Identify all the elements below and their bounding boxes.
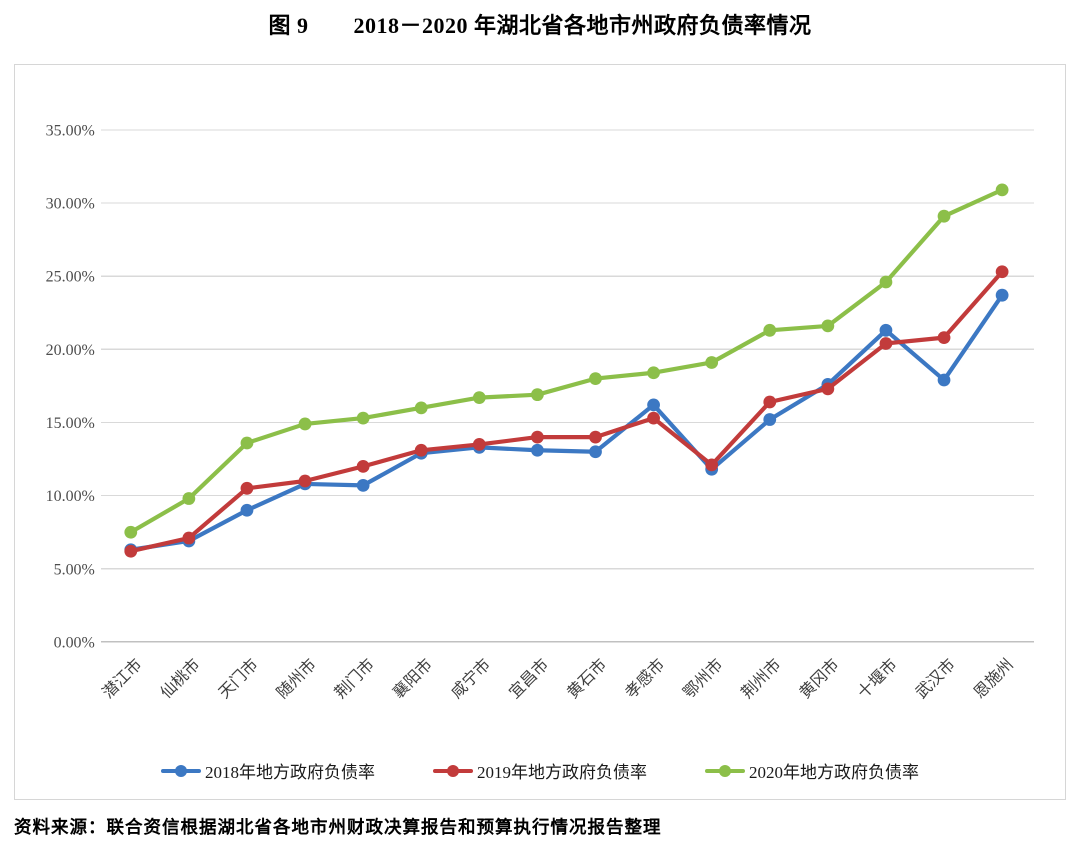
y-tick-label: 5.00%: [54, 561, 95, 578]
x-tick-label: 襄阳市: [389, 655, 436, 702]
legend-label: 2019年地方政府负债率: [477, 763, 647, 782]
legend-marker-2019: [433, 764, 473, 778]
data-point: [240, 436, 254, 450]
data-point: [531, 430, 544, 444]
data-point: [763, 323, 777, 337]
data-point: [705, 458, 719, 472]
x-tick-label: 恩施州: [970, 655, 1017, 702]
x-tick-label: 仙桃市: [157, 655, 204, 702]
data-point: [995, 265, 1009, 279]
legend-item-2018: 2018年地方政府负债率: [161, 758, 375, 783]
x-tick-label: 黄石市: [564, 655, 611, 702]
dot-marker-icon: [175, 764, 187, 777]
data-point: [879, 337, 893, 350]
dot-marker-icon: [447, 764, 459, 777]
data-point: [589, 372, 602, 385]
series-line-2019: [128, 269, 1005, 554]
data-point: [298, 417, 312, 431]
chart-legend: 2018年地方政府负债率 2019年地方政府负债率 2020年地方政府负债率: [15, 758, 1065, 783]
y-tick-label: 10.00%: [46, 488, 95, 505]
data-point: [879, 275, 893, 289]
chart-container: 0.00% 5.00% 10.00% 15.00% 20.00% 25.00% 30.00%…: [14, 64, 1066, 800]
data-point: [589, 430, 602, 444]
data-point: [647, 398, 660, 412]
legend-marker-2020: [705, 764, 745, 778]
legend-label: 2020年地方政府负债率: [749, 763, 919, 782]
x-tick-label: 荆州市: [738, 655, 785, 702]
x-tick-label: 随州市: [273, 655, 320, 702]
data-point: [240, 503, 254, 517]
data-point: [356, 479, 370, 492]
data-point: [298, 474, 312, 488]
y-tick-label: 0.00%: [54, 634, 95, 651]
series-line-2018: [128, 293, 1005, 552]
x-tick-label: 咸宁市: [448, 655, 495, 702]
data-point: [705, 356, 719, 369]
data-point: [763, 395, 777, 409]
y-tick-label: 15.00%: [46, 415, 95, 432]
series-line-2020: [128, 187, 1005, 535]
legend-item-2020: 2020年地方政府负债率: [705, 758, 919, 783]
data-point: [937, 331, 951, 345]
dot-marker-icon: [719, 764, 731, 777]
data-point: [124, 544, 138, 558]
x-tick-label: 潜江市: [99, 655, 146, 702]
data-point: [531, 443, 544, 457]
data-point: [589, 445, 602, 459]
y-tick-label: 25.00%: [46, 269, 95, 286]
data-point: [472, 391, 486, 404]
x-tick-label: 荆门市: [331, 655, 378, 702]
data-point: [763, 413, 777, 426]
source-note: 资料来源：联合资信根据湖北省各地市州财政决算报告和预算执行情况报告整理: [14, 817, 662, 837]
data-point: [995, 288, 1009, 302]
x-tick-label: 十堰市: [854, 655, 901, 702]
data-point: [124, 525, 138, 539]
data-point: [356, 459, 370, 473]
data-point: [414, 443, 428, 457]
data-point: [472, 438, 486, 451]
debt-ratio-line-chart: 0.00% 5.00% 10.00% 15.00% 20.00% 25.00% 30.00%…: [46, 122, 1035, 702]
data-point: [182, 531, 196, 545]
data-point: [995, 183, 1009, 197]
data-point: [414, 401, 428, 415]
data-point: [821, 319, 835, 333]
x-tick-label: 武汉市: [912, 655, 959, 702]
y-tick-label: 35.00%: [46, 122, 95, 139]
data-point: [647, 366, 660, 380]
x-tick-label: 孝感市: [622, 655, 669, 702]
x-tick-label: 黄冈市: [796, 655, 843, 702]
legend-marker-2018: [161, 764, 201, 778]
chart-title: 图 9 2018－2020 年湖北省各地市州政府负债率情况: [268, 13, 812, 38]
x-tick-label: 宜昌市: [506, 655, 553, 702]
data-point: [937, 209, 951, 223]
data-point: [821, 382, 835, 396]
data-point: [879, 323, 893, 337]
data-point: [240, 481, 254, 495]
data-point: [531, 388, 544, 402]
data-point: [356, 411, 370, 425]
data-point: [647, 411, 660, 425]
legend-item-2019: 2019年地方政府负债率: [433, 758, 647, 783]
x-tick-label: 鄂州市: [680, 655, 727, 702]
y-tick-label: 20.00%: [46, 342, 95, 359]
legend-label: 2018年地方政府负债率: [205, 763, 375, 782]
data-point: [937, 373, 951, 387]
x-tick-label: 天门市: [215, 655, 262, 702]
y-tick-label: 30.00%: [46, 196, 95, 213]
data-point: [182, 492, 196, 505]
